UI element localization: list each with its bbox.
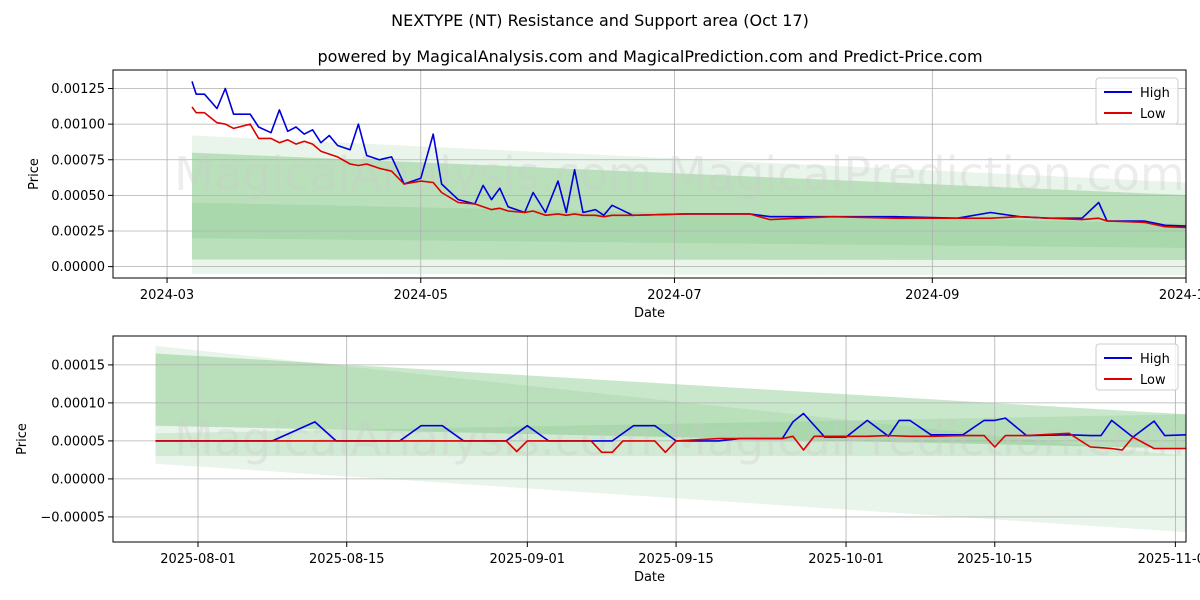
legend-label-low: Low bbox=[1140, 107, 1166, 122]
series-group bbox=[191, 81, 1186, 229]
x-tick-label: 2024-05 bbox=[394, 288, 448, 303]
watermark: MagicalAnalysis.com MagicalPrediction.co… bbox=[174, 147, 1185, 201]
grid bbox=[113, 70, 1187, 278]
plot-frame bbox=[112, 69, 1187, 279]
y-tick-label: 0.00000 bbox=[51, 260, 105, 275]
legend-label-high: High bbox=[1140, 352, 1170, 367]
plot-panel-1: MagicalAnalysis.com MagicalPrediction.co… bbox=[27, 69, 1200, 321]
resistance-support-band-3 bbox=[155, 414, 1186, 457]
x-tick-label: 2024-11 bbox=[1159, 288, 1200, 303]
x-tick-label: 2025-08-15 bbox=[309, 552, 385, 567]
x-tick-label: 2025-08-01 bbox=[160, 552, 236, 567]
resistance-support-band-3 bbox=[192, 202, 1186, 248]
series-line-low bbox=[155, 432, 1186, 454]
legend: High Low bbox=[1095, 77, 1179, 125]
chart-title: NEXTYPE (NT) Resistance and Support area… bbox=[391, 11, 809, 30]
y-tick-label: 0.00075 bbox=[51, 153, 105, 168]
x-tick-label: 2025-09-15 bbox=[638, 552, 714, 567]
resistance-support-band-1 bbox=[155, 345, 1186, 533]
x-tick-label: 2025-09-01 bbox=[490, 552, 566, 567]
y-axis-label: Price bbox=[15, 423, 30, 455]
series-line-high bbox=[155, 412, 1186, 442]
legend-box bbox=[1095, 77, 1179, 125]
forecast-bands bbox=[155, 345, 1186, 533]
x-tick-label: 2024-07 bbox=[647, 288, 701, 303]
y-tick-label: 0.00010 bbox=[51, 396, 105, 411]
x-tick-label: 2025-10-15 bbox=[957, 552, 1033, 567]
y-tick-label: 0.00015 bbox=[51, 358, 105, 373]
legend-label-low: Low bbox=[1140, 373, 1166, 388]
series-line-low bbox=[191, 106, 1186, 229]
y-tick-label: 0.00100 bbox=[51, 118, 105, 133]
legend-label-high: High bbox=[1140, 86, 1170, 101]
resistance-support-band-1 bbox=[192, 135, 1186, 276]
y-tick-label: 0.00005 bbox=[51, 434, 105, 449]
y-tick-label: 0.00050 bbox=[51, 189, 105, 204]
y-tick-label: 0.00125 bbox=[51, 82, 105, 97]
x-axis-label: Date bbox=[634, 306, 665, 321]
chart-subtitle: powered by MagicalAnalysis.com and Magic… bbox=[317, 47, 982, 66]
y-tick-label: 0.00025 bbox=[51, 224, 105, 239]
plot-panel-2: MagicalAnalysis.com MagicalPrediction.co… bbox=[15, 335, 1200, 585]
series-group bbox=[155, 412, 1186, 454]
watermark: MagicalAnalysis.com MagicalPrediction.co… bbox=[174, 412, 1185, 466]
grid bbox=[113, 336, 1186, 542]
legend-box bbox=[1095, 343, 1179, 391]
plot-frame bbox=[112, 335, 1187, 543]
x-axis-label: Date bbox=[634, 570, 665, 585]
y-axis-label: Price bbox=[27, 158, 42, 190]
x-tick-label: 2024-09 bbox=[905, 288, 959, 303]
x-tick-label: 2025-10-01 bbox=[808, 552, 884, 567]
y-tick-label: −0.00005 bbox=[40, 510, 105, 525]
legend: High Low bbox=[1095, 343, 1179, 391]
x-tick-label: 2024-03 bbox=[140, 288, 194, 303]
y-tick-label: 0.00000 bbox=[51, 472, 105, 487]
x-tick-label: 2025-11-01 bbox=[1138, 552, 1200, 567]
resistance-support-band-2 bbox=[155, 353, 1186, 449]
